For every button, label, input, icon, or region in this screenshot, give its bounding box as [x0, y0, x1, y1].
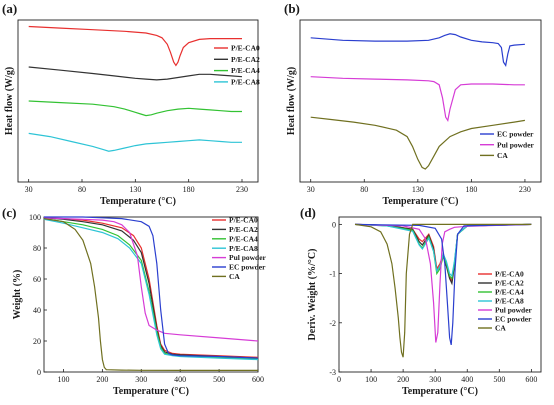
x-tick-label: 100	[365, 375, 377, 384]
series-line-ec-powder	[310, 33, 525, 67]
x-tick-label: 180	[465, 185, 477, 194]
x-axis-title: Temperature (°C)	[100, 196, 176, 207]
x-tick-label: 600	[252, 375, 264, 384]
plot-frame	[338, 216, 542, 373]
x-tick-label: 230	[236, 185, 248, 194]
legend-label: P/E-CA2	[229, 225, 258, 234]
legend-label: EC powder	[495, 315, 532, 324]
legend-label: CA	[495, 324, 506, 333]
series-line-pul-powder	[310, 76, 525, 122]
x-tick-label: 300	[429, 375, 441, 384]
x-tick-label: 130	[412, 185, 424, 194]
x-tick-label: 30	[307, 185, 315, 194]
legend-label: P/E-CA2	[495, 279, 524, 288]
plot-frame	[17, 19, 259, 183]
y-tick-label: 20	[33, 337, 41, 346]
y-axis-title: Weight (%)	[12, 270, 23, 320]
x-tick-label: 400	[174, 375, 186, 384]
panel-3: (c) 100 200 300 400 500 600 0 20 40 60 80 100 Tempera…	[2, 205, 267, 397]
x-axis-title: Temperature (°C)	[383, 196, 459, 207]
x-tick-label: 30	[25, 185, 33, 194]
legend-label: Pul powder	[495, 306, 533, 315]
panel-1: (a) 30 80 130 180 230 Temperature (°C) Heat flo…	[2, 1, 260, 207]
x-tick-label: 80	[360, 185, 368, 194]
x-axis-title: Temperature (°C)	[402, 386, 478, 397]
y-tick-label: -2	[329, 319, 336, 328]
series-line-p-e-ca0	[28, 25, 242, 67]
y-axis-title: Heat flow (W/g)	[4, 67, 15, 135]
x-tick-label: 0	[337, 375, 341, 384]
series-line-pul-powder	[354, 223, 532, 343]
x-tick-label: 500	[213, 375, 225, 384]
panel-label: (a)	[2, 1, 17, 16]
legend-label: P/E-CA0	[231, 44, 260, 53]
legend-label: CA	[497, 151, 508, 160]
x-tick-label: 180	[183, 185, 195, 194]
x-tick-label: 200	[96, 375, 108, 384]
series-line-pul-powder	[43, 217, 259, 342]
plot-frame	[43, 216, 259, 373]
legend-label: Pul powder	[497, 140, 535, 149]
series-line-ec-powder	[354, 223, 532, 346]
legend-label: EC powder	[229, 263, 266, 272]
x-tick-label: 80	[78, 185, 86, 194]
legend-label: P/E-CA0	[495, 270, 524, 279]
series-line-p-e-ca0	[43, 217, 259, 358]
panel-label: (c)	[2, 205, 16, 220]
y-tick-label: 40	[33, 306, 41, 315]
x-tick-label: 230	[519, 185, 531, 194]
x-tick-label: 600	[525, 375, 537, 384]
panel-label: (b)	[284, 1, 300, 16]
y-tick-label: 60	[33, 275, 41, 284]
legend-label: EC powder	[497, 130, 534, 139]
legend-label: P/E-CA0	[229, 216, 258, 225]
y-tick-label: 80	[33, 244, 41, 253]
panel-2: (b) 30 80 130 180 230 Temperature (°C) Heat flo…	[284, 1, 542, 207]
legend-label: P/E-CA4	[229, 234, 258, 243]
x-tick-label: 130	[129, 185, 141, 194]
legend-label: CA	[229, 272, 240, 281]
x-tick-label: 100	[57, 375, 69, 384]
series-line-ca	[354, 223, 532, 358]
series-line-ec-powder	[44, 216, 259, 359]
series-line-ca	[43, 218, 258, 371]
panel-4: (d) 0 100 200 300 400 500 600 -3 -2 -1 0 Temperature…	[300, 205, 542, 397]
series-line-p-e-ca8	[43, 218, 259, 361]
legend-label: Pul powder	[229, 253, 267, 262]
legend-label: P/E-CA4	[495, 288, 524, 297]
y-tick-label: -3	[329, 368, 336, 377]
series-line-p-e-ca8	[28, 132, 242, 152]
legend-label: P/E-CA2	[231, 55, 260, 64]
y-axis-title: Deriv. Weight (%/°C)	[307, 249, 318, 341]
y-tick-label: 0	[37, 368, 41, 377]
y-tick-label: 100	[29, 213, 41, 222]
x-axis-title: Temperature (°C)	[113, 386, 189, 397]
legend-label: P/E-CA4	[231, 66, 260, 75]
series-line-p-e-ca2	[43, 217, 259, 359]
plot-frame	[299, 19, 542, 183]
series-line-p-e-ca2	[28, 66, 243, 81]
series-line-ca	[310, 116, 525, 170]
y-tick-label: -1	[329, 270, 336, 279]
legend-label: P/E-CA8	[231, 78, 260, 87]
x-tick-label: 400	[461, 375, 473, 384]
y-axis-title: Heat flow (W/g)	[286, 67, 297, 135]
y-tick-label: 0	[332, 220, 336, 229]
legend-label: P/E-CA8	[495, 297, 524, 306]
legend-label: P/E-CA8	[229, 244, 258, 253]
series-line-p-e-ca8	[354, 223, 532, 278]
x-tick-label: 200	[397, 375, 409, 384]
panel-label: (d)	[300, 205, 316, 220]
x-tick-label: 300	[135, 375, 147, 384]
x-tick-label: 500	[493, 375, 505, 384]
series-line-p-e-ca4	[28, 100, 242, 117]
